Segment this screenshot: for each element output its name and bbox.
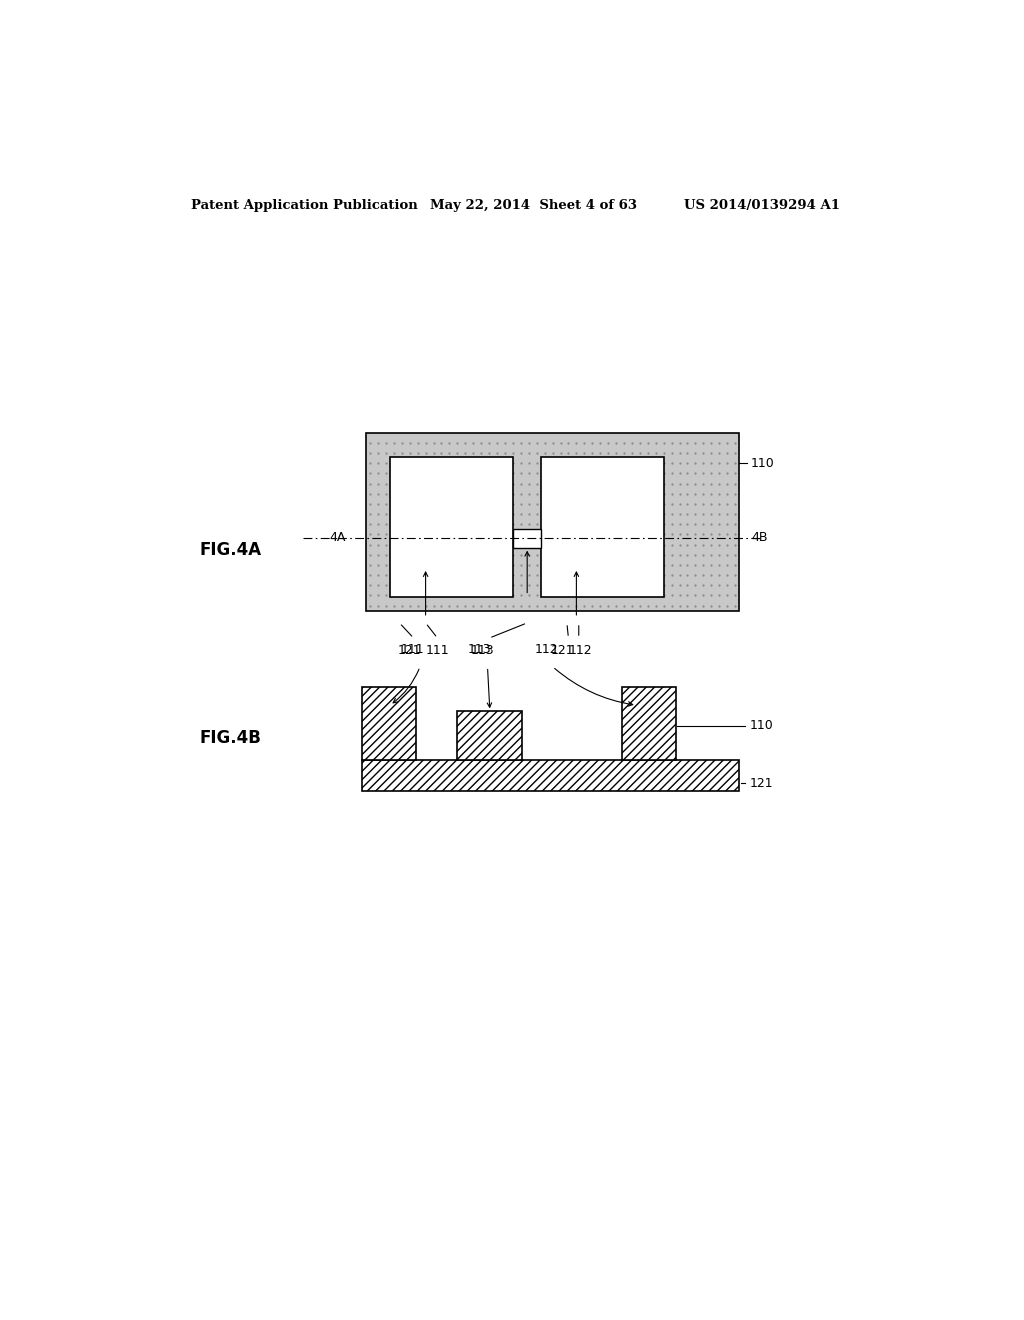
Text: Patent Application Publication: Patent Application Publication (191, 199, 418, 213)
Text: 112: 112 (568, 644, 592, 657)
Text: May 22, 2014  Sheet 4 of 63: May 22, 2014 Sheet 4 of 63 (430, 199, 637, 213)
Text: 4B: 4B (751, 531, 767, 544)
Bar (622, 686, 676, 760)
Text: 111: 111 (400, 643, 424, 656)
Text: US 2014/0139294 A1: US 2014/0139294 A1 (684, 199, 840, 213)
Bar (362, 686, 416, 760)
Text: FIG.4A: FIG.4A (200, 541, 261, 558)
Text: 4A: 4A (330, 531, 346, 544)
Text: 112: 112 (535, 643, 558, 656)
Bar (458, 711, 522, 760)
Text: 111: 111 (426, 644, 450, 657)
Text: 113: 113 (471, 644, 495, 657)
Bar (513, 529, 541, 548)
Text: 121: 121 (550, 644, 573, 657)
Bar (390, 457, 513, 598)
Text: 121: 121 (750, 777, 773, 789)
Bar (541, 457, 664, 598)
Text: 110: 110 (751, 457, 775, 470)
Text: FIG.4B: FIG.4B (200, 729, 261, 747)
Bar (362, 760, 739, 791)
Text: 110: 110 (750, 719, 773, 733)
Text: 121: 121 (398, 644, 422, 657)
Text: 113: 113 (468, 643, 492, 656)
Bar (367, 433, 739, 611)
